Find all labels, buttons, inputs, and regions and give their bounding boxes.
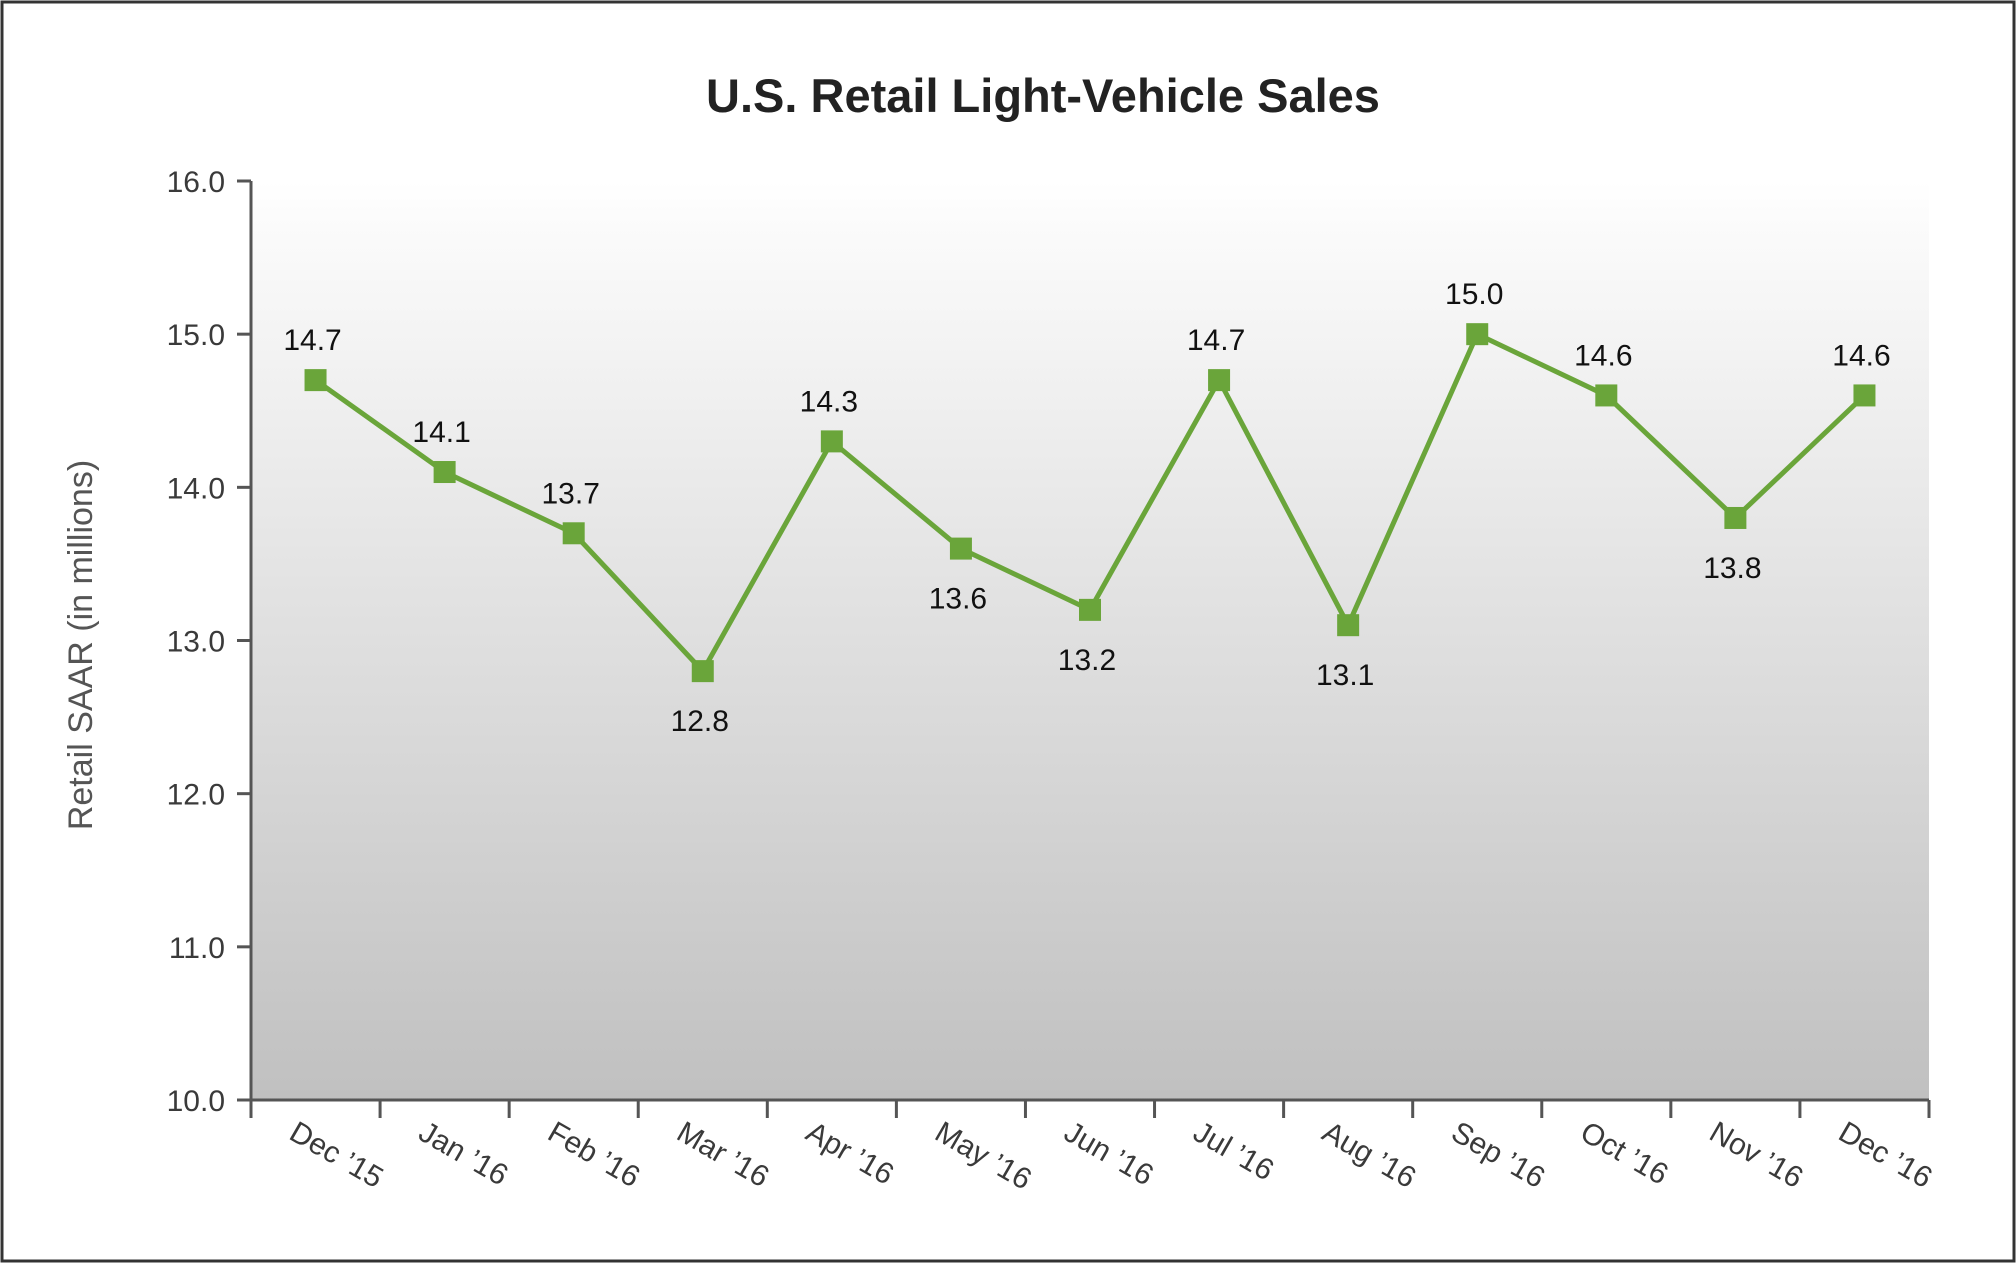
- data-point-marker: [433, 461, 456, 484]
- data-point-marker: [691, 660, 714, 683]
- data-label: 14.6: [1832, 339, 1890, 372]
- data-label: 14.7: [1187, 324, 1245, 357]
- y-axis-label: Retail SAAR (in millions): [62, 460, 100, 830]
- y-tick-label: 13.0: [167, 626, 225, 659]
- data-point-marker: [949, 537, 972, 560]
- y-tick-label: 16.0: [167, 166, 225, 199]
- data-point-marker: [1466, 323, 1489, 346]
- data-point-marker: [1079, 598, 1101, 621]
- data-point-marker: [304, 369, 327, 392]
- data-label: 13.1: [1316, 659, 1374, 692]
- data-label: 14.1: [412, 416, 470, 449]
- y-tick-label: 10.0: [167, 1085, 225, 1118]
- data-label: 14.6: [1574, 339, 1632, 372]
- data-label: 14.3: [800, 385, 858, 418]
- chart-title: U.S. Retail Light-Vehicle Sales: [706, 69, 1380, 122]
- y-tick-label: 12.0: [167, 779, 225, 812]
- data-point-marker: [820, 430, 843, 453]
- y-tick-label: 15.0: [167, 319, 225, 352]
- plot-area: [251, 181, 1929, 1100]
- data-point-marker: [1337, 614, 1360, 637]
- data-label: 12.8: [671, 705, 729, 738]
- y-tick-label: 14.0: [167, 472, 225, 505]
- data-label: 13.2: [1058, 644, 1116, 677]
- data-label: 13.6: [929, 583, 987, 616]
- data-point-marker: [1208, 369, 1231, 392]
- data-label: 13.7: [541, 477, 599, 510]
- data-label: 15.0: [1445, 278, 1503, 311]
- data-point-marker: [1724, 506, 1747, 529]
- data-point-marker: [1853, 384, 1876, 407]
- data-label: 13.8: [1703, 552, 1761, 585]
- data-point-marker: [1595, 384, 1618, 407]
- data-point-marker: [562, 522, 585, 545]
- data-label: 14.7: [283, 324, 341, 357]
- y-tick-label: 11.0: [169, 932, 225, 965]
